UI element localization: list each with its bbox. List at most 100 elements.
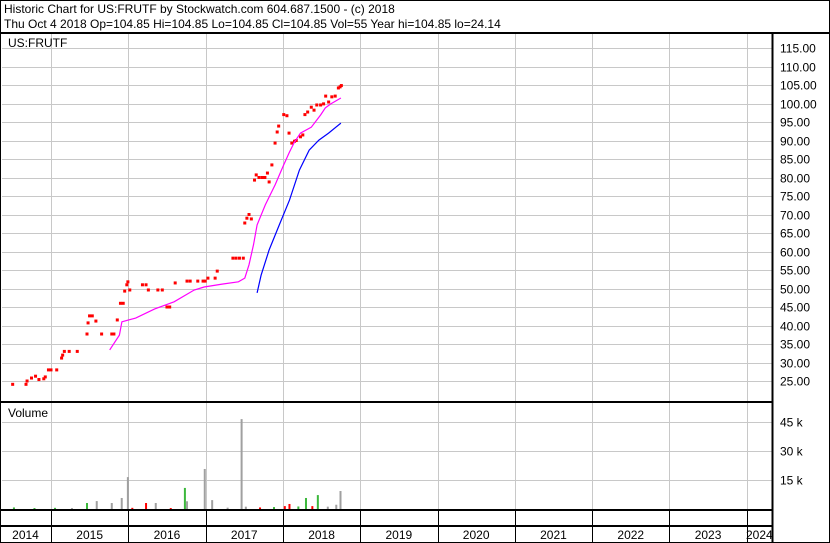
price-point bbox=[94, 319, 98, 323]
price-tick-label: 45.00 bbox=[780, 301, 810, 315]
symbol-label: US:FRUTF bbox=[8, 36, 67, 50]
price-point bbox=[165, 305, 169, 309]
year-label: 2016 bbox=[154, 528, 181, 542]
price-tick-label: 50.00 bbox=[780, 283, 810, 297]
price-point bbox=[30, 376, 34, 380]
year-label: 2018 bbox=[308, 528, 335, 542]
price-point bbox=[125, 283, 129, 287]
volume-bar bbox=[126, 477, 129, 509]
price-point bbox=[90, 314, 94, 318]
volume-bar bbox=[244, 506, 247, 509]
price-tick-label: 95.00 bbox=[780, 116, 810, 130]
price-point bbox=[306, 110, 310, 114]
volume-bar bbox=[169, 508, 172, 509]
price-point bbox=[118, 301, 122, 305]
price-point bbox=[265, 171, 269, 175]
price-point bbox=[301, 133, 305, 137]
price-tick-label: 75.00 bbox=[780, 190, 810, 204]
price-point bbox=[253, 178, 257, 182]
price-point bbox=[213, 276, 217, 280]
price-tick-label: 70.00 bbox=[780, 209, 810, 223]
price-point bbox=[115, 318, 119, 322]
price-point bbox=[42, 377, 46, 381]
price-point bbox=[126, 280, 130, 284]
price-tick-label: 60.00 bbox=[780, 246, 810, 260]
price-point bbox=[257, 176, 261, 179]
price-tick-label: 85.00 bbox=[780, 153, 810, 167]
price-point bbox=[88, 314, 92, 318]
header-title: Historic Chart for US:FRUTF by Stockwatc… bbox=[4, 2, 395, 16]
volume-grid bbox=[2, 403, 772, 509]
price-point bbox=[55, 368, 59, 372]
price-point bbox=[46, 368, 50, 372]
price-tick-label: 100.00 bbox=[780, 98, 817, 112]
price-point bbox=[260, 176, 264, 179]
volume-bar bbox=[283, 506, 286, 509]
price-point bbox=[319, 103, 323, 107]
price-point bbox=[185, 279, 189, 283]
volume-bar bbox=[335, 504, 338, 509]
volume-bar bbox=[203, 468, 206, 509]
price-point bbox=[285, 114, 289, 118]
volume-bar bbox=[12, 507, 15, 509]
volume-bar bbox=[154, 503, 157, 509]
price-point bbox=[263, 176, 267, 179]
price-point bbox=[75, 349, 79, 353]
price-point bbox=[144, 283, 148, 287]
price-point bbox=[330, 95, 334, 99]
price-tick-label: 35.00 bbox=[780, 338, 810, 352]
year-label: 2024 bbox=[746, 528, 773, 542]
volume-bar bbox=[211, 500, 214, 509]
volume-bar bbox=[288, 503, 291, 509]
volume-bar bbox=[259, 507, 262, 509]
volume-bar bbox=[273, 507, 276, 509]
volume-bar bbox=[326, 506, 329, 509]
volume-bar bbox=[110, 503, 113, 509]
price-point bbox=[121, 301, 125, 305]
price-point bbox=[275, 130, 279, 134]
price-point bbox=[303, 113, 307, 117]
year-label: 2020 bbox=[463, 528, 490, 542]
volume-bar bbox=[240, 419, 243, 509]
price-tick-label: 115.00 bbox=[780, 42, 816, 56]
volume-label: Volume bbox=[8, 406, 48, 420]
volume-bar bbox=[131, 507, 134, 509]
volume-tick-label: 15 k bbox=[780, 474, 804, 488]
volume-bar bbox=[145, 503, 148, 509]
price-tick-label: 110.00 bbox=[780, 61, 816, 75]
year-label: 2022 bbox=[617, 528, 644, 542]
price-point bbox=[203, 279, 207, 283]
price-point bbox=[249, 217, 253, 221]
price-point bbox=[201, 279, 205, 283]
price-point bbox=[298, 135, 302, 139]
volume-bar bbox=[226, 507, 229, 509]
price-point bbox=[168, 305, 172, 309]
price-point bbox=[128, 288, 132, 292]
year-label: 2014 bbox=[12, 528, 39, 542]
volume-bar bbox=[54, 507, 57, 509]
price-point bbox=[267, 180, 271, 184]
price-tick-label: 90.00 bbox=[780, 135, 810, 149]
price-point bbox=[173, 281, 177, 285]
price-point bbox=[245, 216, 249, 220]
price-point bbox=[237, 256, 241, 260]
price-point bbox=[234, 256, 238, 260]
volume-bar bbox=[339, 491, 342, 509]
short-moving-average-line bbox=[109, 97, 342, 351]
price-point bbox=[206, 276, 210, 280]
price-point bbox=[11, 382, 15, 386]
price-point bbox=[309, 105, 313, 109]
volume-bar bbox=[316, 495, 319, 509]
price-tick-label: 65.00 bbox=[780, 227, 810, 241]
price-point bbox=[123, 289, 127, 293]
year-label: 2015 bbox=[76, 528, 103, 542]
price-point bbox=[85, 332, 89, 336]
price-point bbox=[24, 382, 28, 386]
price-point bbox=[61, 353, 65, 357]
price-tick-label: 40.00 bbox=[780, 320, 810, 334]
price-point bbox=[146, 288, 150, 292]
price-point bbox=[112, 332, 116, 336]
volume-bar bbox=[120, 497, 123, 509]
